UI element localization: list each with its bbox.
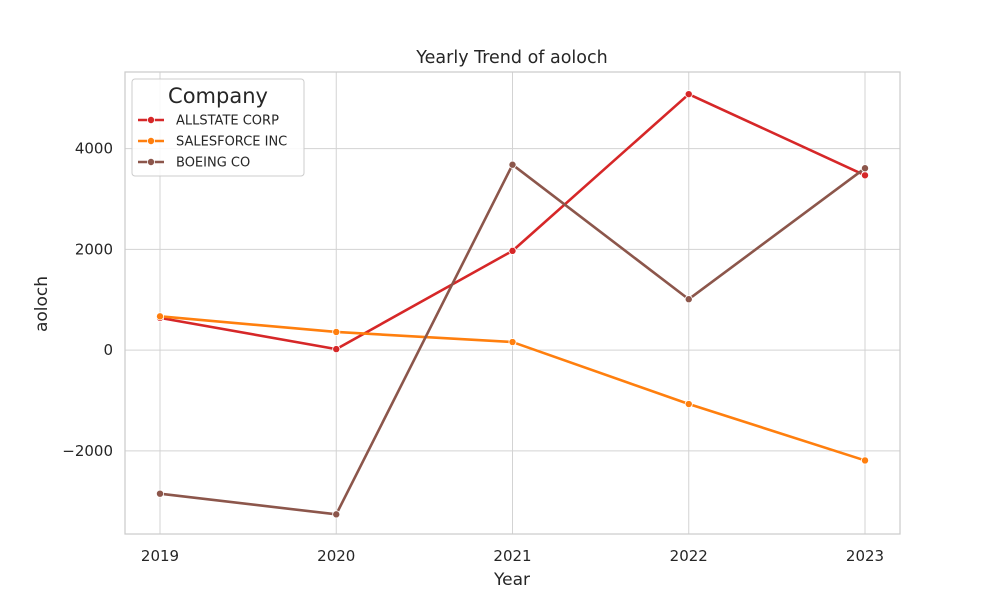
y-tick-label: 4000 — [75, 140, 113, 158]
x-tick-label: 2020 — [317, 547, 355, 565]
data-point — [155, 312, 164, 321]
y-tick-label: 2000 — [75, 240, 113, 258]
legend-label: ALLSTATE CORP — [176, 114, 279, 129]
x-axis-label: Year — [493, 570, 530, 590]
data-point — [861, 456, 870, 465]
data-point — [684, 90, 693, 99]
legend-item: BOEING CO — [138, 156, 250, 171]
x-tick-label: 2023 — [846, 547, 884, 565]
chart-title: Yearly Trend of aoloch — [415, 48, 607, 68]
legend-item: ALLSTATE CORP — [138, 114, 279, 129]
series-boeing-co — [155, 160, 870, 519]
data-point — [508, 160, 517, 169]
plot-area-frame — [124, 71, 901, 535]
data-point — [155, 489, 164, 498]
data-point — [332, 345, 341, 354]
y-tick-label: −2000 — [62, 442, 113, 460]
legend-label: BOEING CO — [176, 156, 250, 171]
y-tick-label: 0 — [103, 341, 113, 359]
x-tick-label: 2019 — [141, 547, 179, 565]
data-point — [684, 400, 693, 409]
legend-item: SALESFORCE INC — [138, 135, 287, 150]
y-axis-ticks: −2000 0 2000 4000 — [62, 140, 113, 460]
legend-label: SALESFORCE INC — [176, 135, 287, 150]
data-point — [861, 171, 870, 180]
legend-items: ALLSTATE CORP SALESFORCE INC BOEING CO — [138, 114, 287, 171]
series-salesforce-inc — [155, 312, 870, 465]
x-tick-label: 2021 — [493, 547, 531, 565]
data-point — [332, 510, 341, 519]
legend-box — [131, 78, 305, 177]
x-tick-label: 2022 — [670, 547, 708, 565]
series-lines — [155, 90, 870, 519]
y-axis-label: aoloch — [32, 276, 52, 332]
legend-marker — [146, 157, 155, 166]
legend-marker — [146, 116, 155, 125]
data-point — [332, 327, 341, 336]
data-point — [508, 338, 517, 347]
data-point — [508, 246, 517, 255]
data-point — [684, 295, 693, 304]
legend-marker — [146, 136, 155, 145]
legend-title: Company — [168, 84, 268, 108]
x-axis-ticks: 2019 2020 2021 2022 2023 — [141, 547, 884, 565]
legend: Company ALLSTATE CORP SALESFORCE INC BOEIN… — [131, 78, 305, 177]
data-point — [861, 164, 870, 173]
